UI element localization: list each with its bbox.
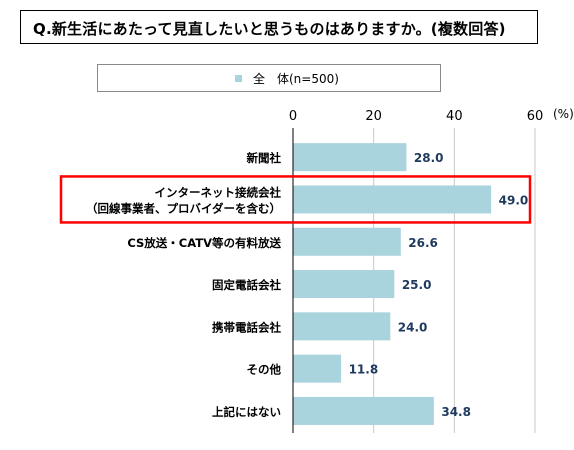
bar — [293, 354, 342, 383]
value-label: 24.0 — [398, 320, 428, 334]
value-label: 28.0 — [414, 151, 444, 165]
x-tick-label: 60 — [527, 109, 544, 124]
bar — [293, 270, 395, 299]
unit-label: (%) — [553, 107, 574, 121]
category-label: 固定電話会社 — [212, 278, 281, 292]
legend: 全 体(n=500) — [97, 64, 441, 92]
category-label: 新聞社 — [247, 151, 282, 165]
value-label: 11.8 — [349, 363, 379, 377]
category-label: CS放送・CATV等の有料放送 — [127, 236, 281, 250]
bar — [293, 312, 391, 341]
x-tick-label: 20 — [365, 109, 382, 124]
legend-swatch — [235, 75, 242, 82]
question-title: Q.新生活にあたって見直したいと思うものはありますか。(複数回答) — [33, 20, 506, 38]
bar — [293, 227, 401, 256]
category-label: 携帯電話会社 — [212, 320, 281, 334]
value-label: 25.0 — [402, 278, 432, 292]
value-label: 34.8 — [441, 405, 471, 419]
bar — [293, 185, 492, 214]
category-label: 上記にはない — [212, 405, 281, 419]
value-label: 26.6 — [408, 236, 438, 250]
bar — [293, 143, 407, 172]
category-label: その他 — [247, 363, 282, 377]
category-label: （回線事業者、プロバイダーを含む） — [86, 201, 281, 215]
x-tick-label: 0 — [289, 109, 297, 124]
highlight-box — [59, 175, 532, 224]
category-label: インターネット接続会社 — [155, 185, 282, 199]
legend-label: 全 体(n=500) — [253, 72, 339, 86]
value-label: 49.0 — [499, 193, 529, 207]
bar — [293, 396, 434, 425]
question-box: Q.新生活にあたって見直したいと思うものはありますか。(複数回答) — [20, 10, 538, 44]
x-tick-label: 40 — [446, 109, 463, 124]
